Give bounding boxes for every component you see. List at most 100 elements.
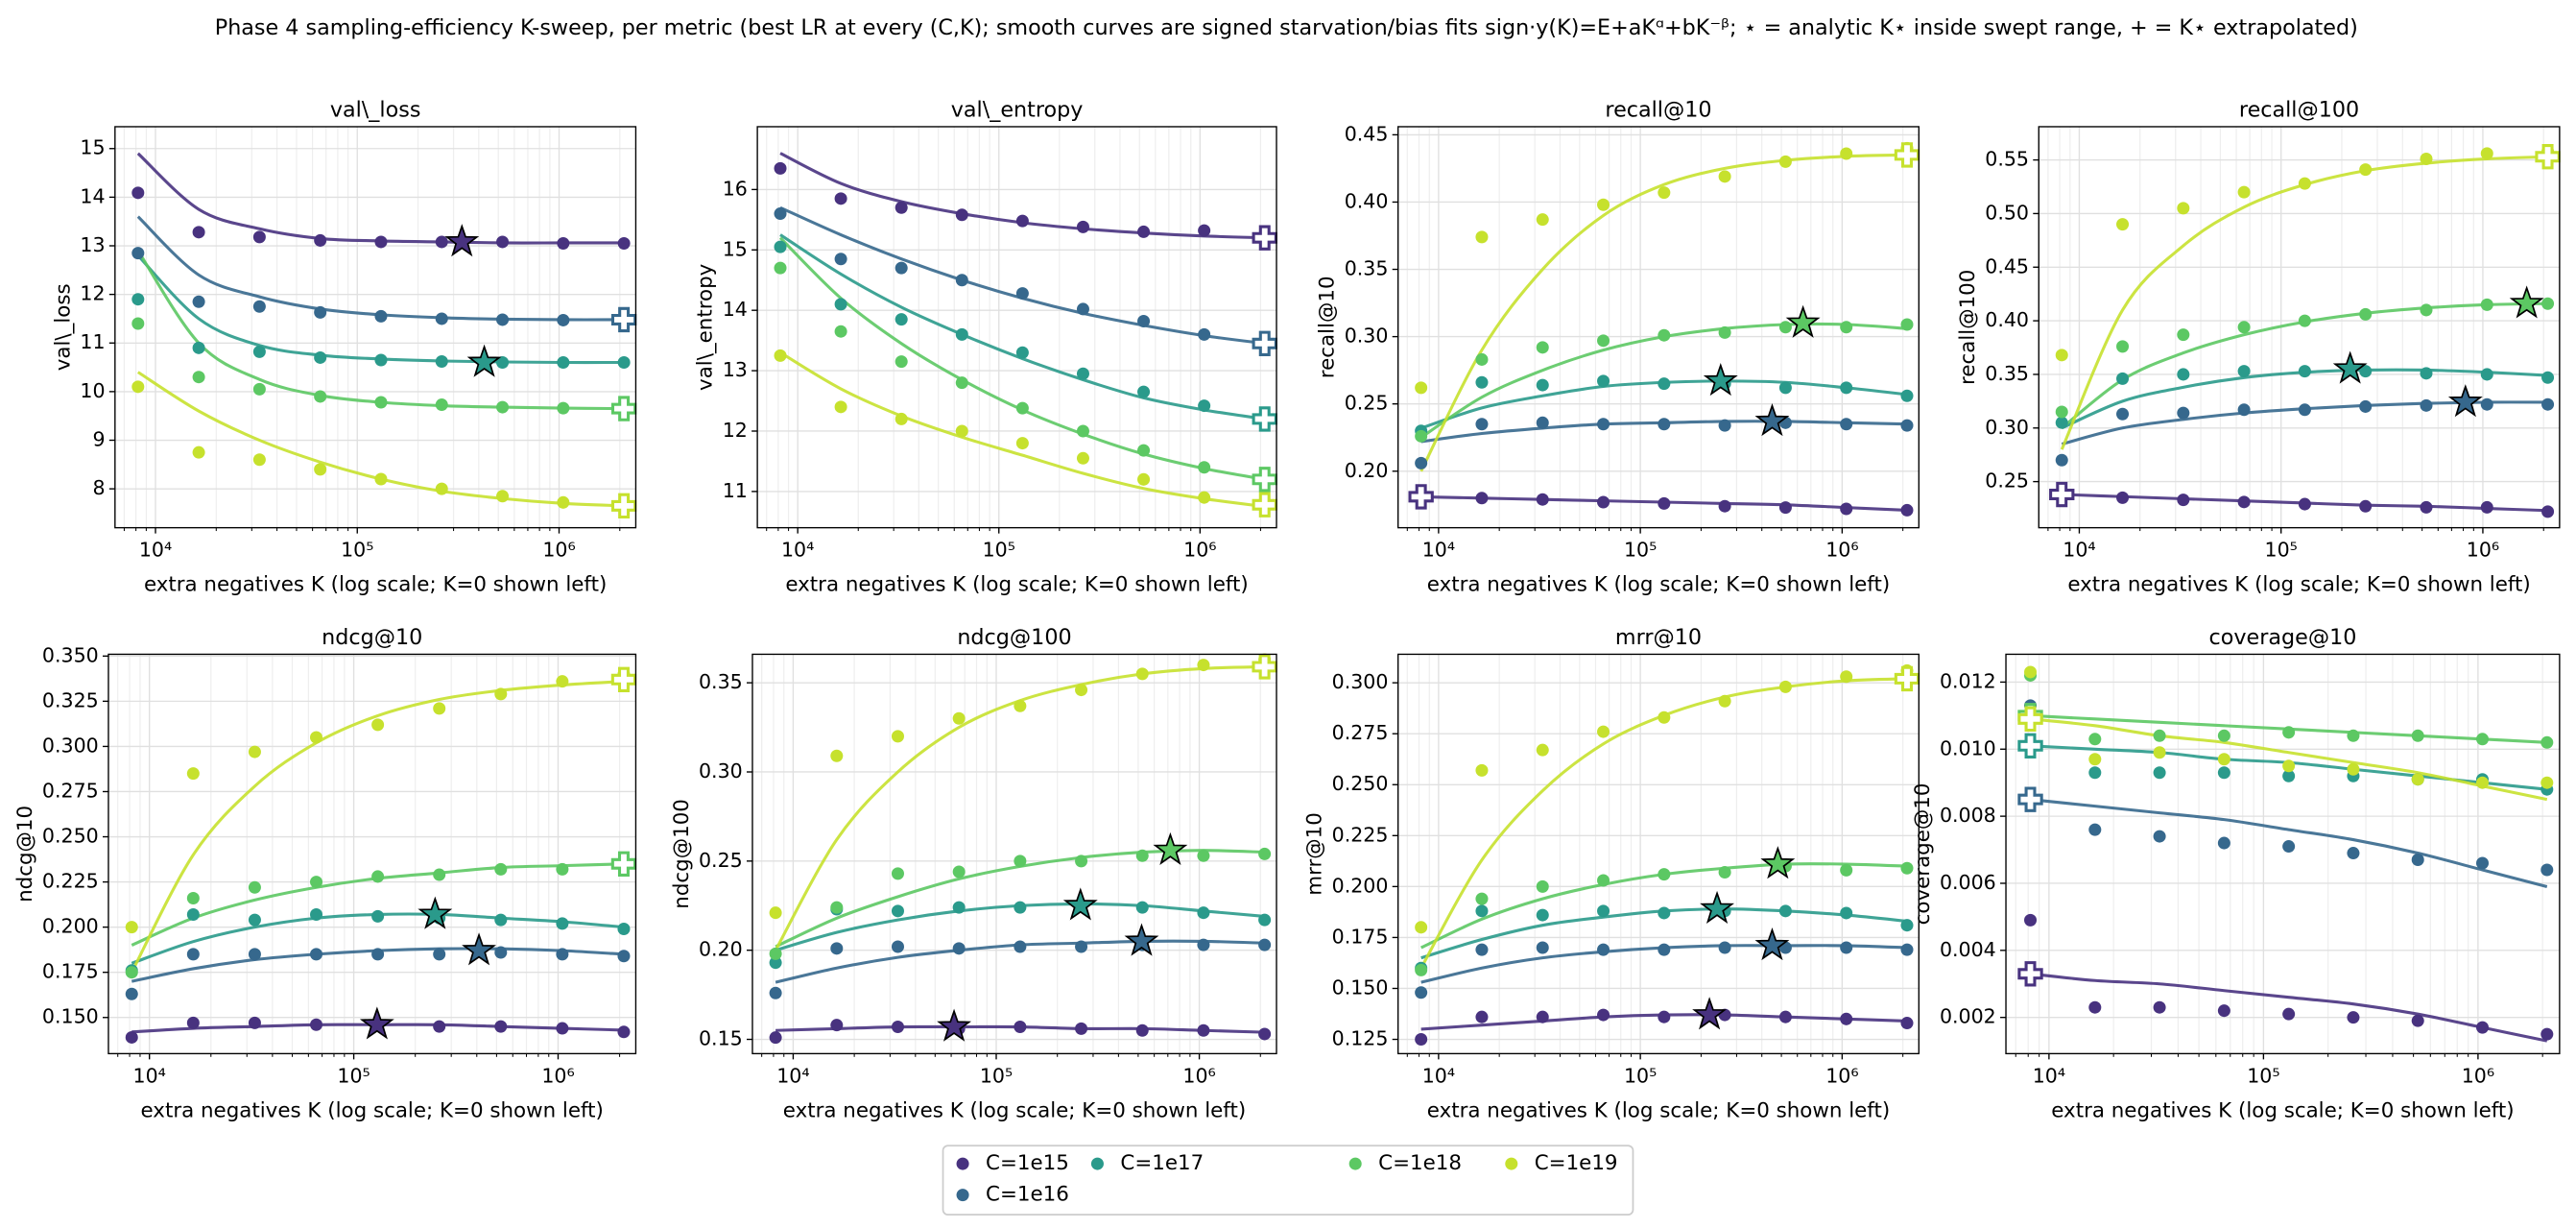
data-point <box>496 490 510 503</box>
x-tick-label: 10⁵ <box>341 539 373 562</box>
data-point <box>2116 407 2130 421</box>
data-point <box>2359 307 2373 321</box>
data-point <box>1415 963 1428 976</box>
y-tick-label: 13 <box>80 233 105 256</box>
y-tick-label: 0.008 <box>1940 804 1996 827</box>
y-tick-label: 0.35 <box>1985 362 2029 385</box>
data-point <box>1014 940 1027 953</box>
data-point <box>496 235 510 249</box>
x-tick-label: 10⁴ <box>2033 1064 2065 1087</box>
data-point <box>1198 399 1211 413</box>
data-point <box>186 892 200 905</box>
kstar-marker <box>1760 846 1796 879</box>
data-point <box>1597 904 1610 918</box>
kstar-extrapolated-marker <box>1894 665 1920 692</box>
data-point <box>1135 849 1149 862</box>
data-point <box>186 907 200 921</box>
data-point <box>1198 224 1211 237</box>
data-point <box>1197 1023 1210 1037</box>
data-point <box>2540 1027 2554 1041</box>
data-point <box>1137 444 1151 457</box>
x-tick-label: 10⁵ <box>337 1064 370 1087</box>
kstar-marker <box>937 1008 972 1042</box>
data-point <box>371 909 385 923</box>
fit-curve <box>779 233 1265 421</box>
data-point <box>2116 372 2130 385</box>
data-point <box>374 472 388 486</box>
y-tick-label: 0.35 <box>1345 257 1389 280</box>
fit-curve <box>1419 322 1908 440</box>
data-point <box>1197 659 1210 672</box>
kstar-extrapolated-marker <box>2017 786 2043 812</box>
y-axis-label: mrr@10 <box>1303 812 1327 896</box>
data-point <box>192 445 205 459</box>
data-point <box>2298 497 2311 511</box>
data-point <box>894 313 908 326</box>
data-point <box>1075 1022 1088 1035</box>
data-point <box>1198 461 1211 474</box>
y-tick-label: 0.150 <box>1332 975 1389 999</box>
x-tick-label: 10⁶ <box>2462 1064 2494 1087</box>
fit-curve <box>136 250 625 411</box>
data-point <box>955 274 968 287</box>
fit-curve <box>2030 717 2548 802</box>
legend-label: C=1e19 <box>1535 1151 1618 1175</box>
y-tick-label: 0.125 <box>1332 1027 1389 1050</box>
data-point <box>2055 349 2068 362</box>
data-point <box>834 192 847 205</box>
kstar-marker <box>462 932 497 966</box>
x-tick-label: 10⁵ <box>2265 539 2298 562</box>
data-point <box>952 865 966 879</box>
y-tick-label: 12 <box>80 282 105 305</box>
kstar-extrapolated-marker <box>2017 961 2043 987</box>
data-point <box>2116 491 2130 504</box>
data-point <box>125 966 138 979</box>
data-point <box>1198 491 1211 504</box>
y-tick-label: 10 <box>80 379 105 402</box>
data-point <box>2347 1011 2360 1024</box>
data-point <box>2217 753 2230 766</box>
y-axis-label: val\_entropy <box>694 263 718 391</box>
y-tick-label: 0.25 <box>699 849 743 872</box>
data-point <box>2298 403 2311 417</box>
kstar-extrapolated-marker <box>1252 654 1277 680</box>
data-point <box>617 236 631 250</box>
data-point <box>192 226 205 239</box>
data-point <box>496 400 510 414</box>
kstar-extrapolated-marker <box>1252 406 1277 432</box>
data-point <box>252 345 266 358</box>
data-point <box>494 1020 508 1033</box>
kstar-marker <box>1692 997 1728 1030</box>
data-point <box>769 956 782 970</box>
data-point <box>1658 496 1671 510</box>
data-point <box>1597 874 1610 887</box>
kstar-marker <box>1062 887 1098 921</box>
fit-curve <box>1419 677 1908 970</box>
data-point <box>617 356 631 370</box>
data-point <box>1135 667 1149 681</box>
data-point <box>834 400 847 414</box>
legend-marker <box>1090 1157 1104 1170</box>
x-axis-label: extra negatives K (log scale; K=0 shown … <box>785 573 1248 597</box>
data-point <box>2298 177 2311 190</box>
data-point <box>2347 847 2360 860</box>
data-point <box>131 380 145 394</box>
data-point <box>1658 943 1671 956</box>
kstar-extrapolated-marker <box>610 306 637 333</box>
data-point <box>2540 776 2554 789</box>
y-tick-label: 9 <box>92 428 105 451</box>
fit-curve <box>2060 155 2548 450</box>
data-point <box>248 880 261 894</box>
data-point <box>2541 397 2555 411</box>
axes-frame <box>1397 126 1920 529</box>
data-point <box>2024 913 2038 927</box>
data-point <box>1415 1033 1428 1047</box>
kstar-marker <box>2509 285 2544 319</box>
panel-title: val\_loss <box>330 97 421 122</box>
x-axis-label: extra negatives K (log scale; K=0 shown … <box>141 1098 604 1122</box>
kstar-marker <box>359 1006 394 1040</box>
data-point <box>1137 385 1151 398</box>
y-tick-label: 15 <box>80 136 105 159</box>
data-point <box>2237 495 2251 509</box>
